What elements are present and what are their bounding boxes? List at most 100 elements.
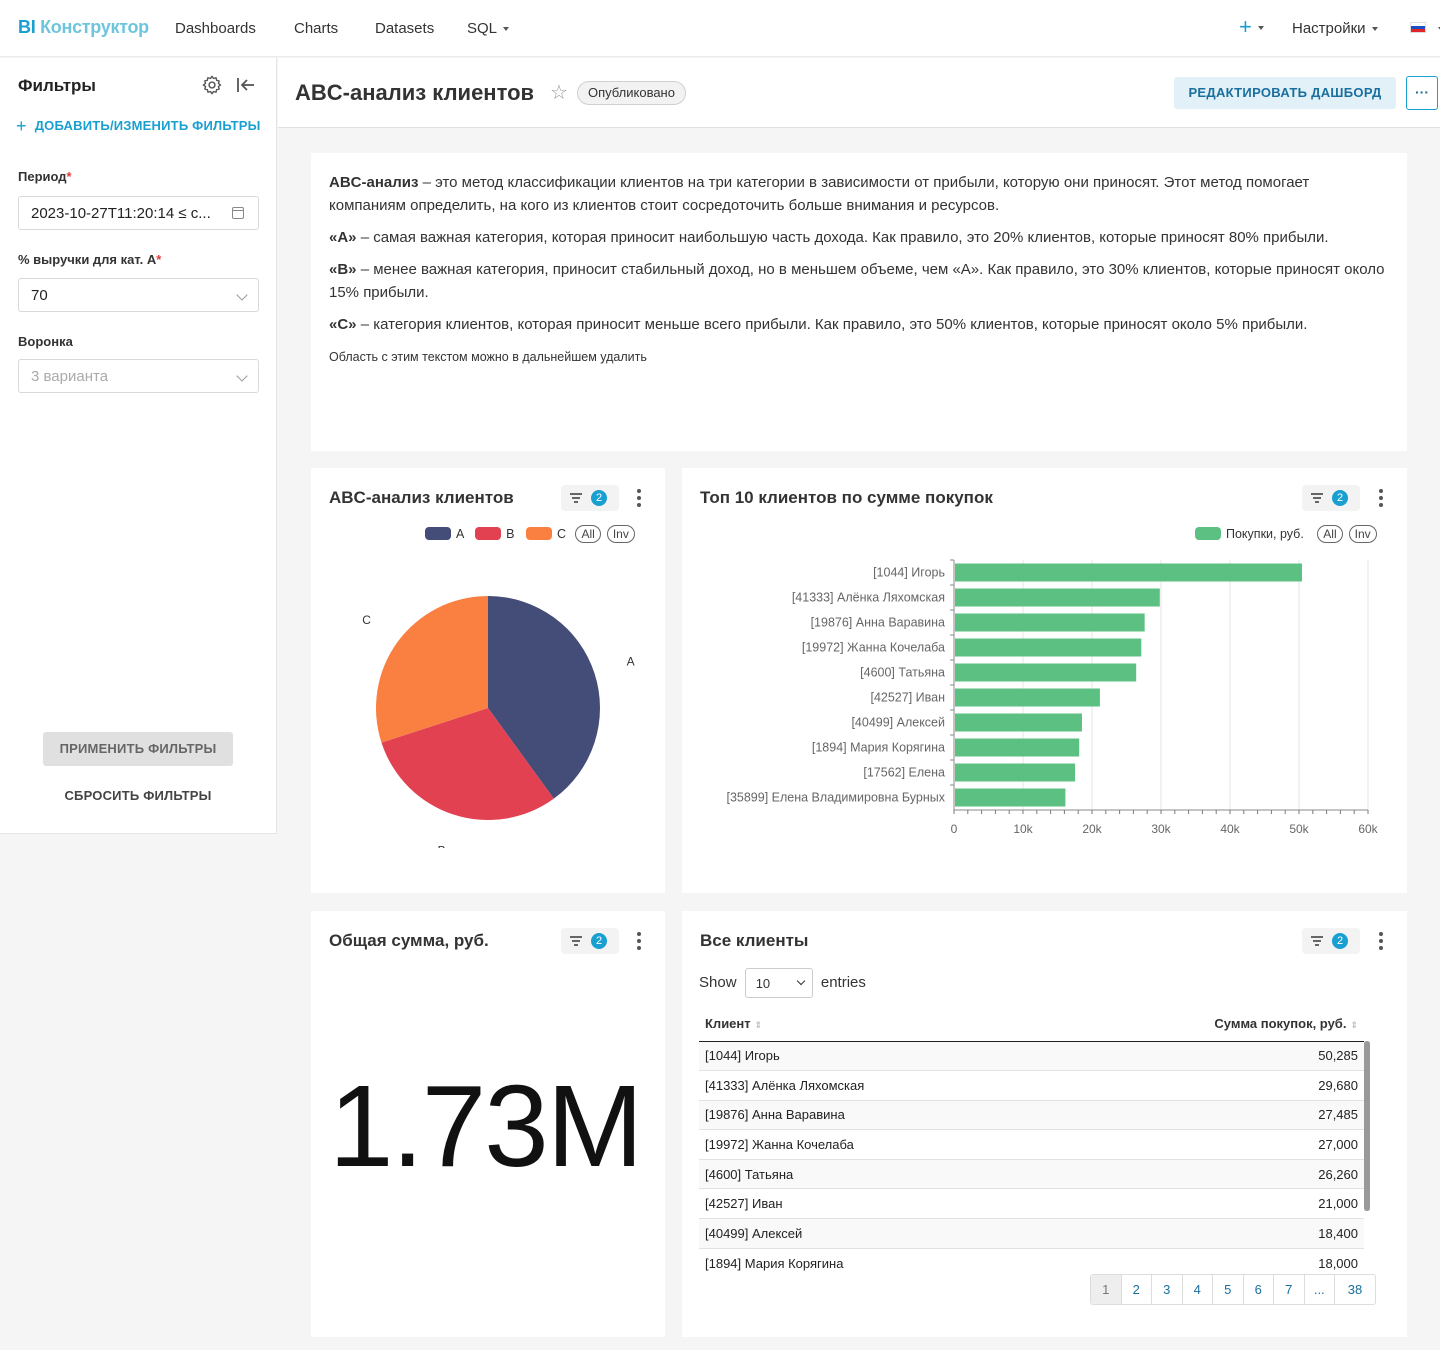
table-row: [19972] Жанна Кочелаба 27,000 [699, 1129, 1364, 1160]
x-tick-label: 60k [1358, 822, 1378, 836]
top-nav: BI Конструктор Dashboards Charts Dataset… [0, 0, 1440, 57]
legend-item-purchases[interactable]: Покупки, руб. [1195, 527, 1304, 541]
period-date-field[interactable]: 2023-10-27T11:20:14 ≤ c... [18, 196, 259, 230]
bar[interactable] [955, 713, 1082, 732]
revenue-percent-select[interactable]: 70 [18, 278, 259, 312]
pie-slice-a[interactable] [488, 596, 600, 799]
pie-slice-b[interactable] [381, 708, 554, 820]
pie-slice-c[interactable] [376, 596, 488, 743]
bar[interactable] [955, 613, 1145, 632]
y-tick-label: [1044] Игорь [873, 566, 945, 580]
legend-all-button[interactable]: All [575, 525, 601, 543]
nav-sql[interactable]: SQL [467, 20, 510, 37]
bar[interactable] [955, 563, 1302, 582]
more-vertical-icon[interactable] [1379, 489, 1383, 510]
reset-filters-button[interactable]: СБРОСИТЬ ФИЛЬТРЫ [64, 788, 212, 803]
entries-control: Show 10 entries [699, 968, 866, 998]
sort-icon: ⇕ [1350, 1019, 1358, 1030]
y-tick-label: [42527] Иван [870, 691, 945, 705]
legend-invert-button[interactable]: Inv [1348, 525, 1377, 543]
bar-chart-card: Топ 10 клиентов по сумме покупок 2 Покуп… [682, 468, 1407, 893]
funnel-select[interactable]: 3 варианта [18, 359, 259, 393]
language-flag-icon[interactable] [1410, 22, 1426, 33]
chevron-down-icon [796, 976, 805, 986]
nav-charts[interactable]: Charts [294, 20, 339, 37]
legend-item-c[interactable]: C [525, 527, 566, 541]
y-tick-label: [17562] Елена [863, 766, 945, 780]
chart-legend: Покупки, руб. All Inv [1195, 525, 1377, 543]
bar[interactable] [955, 688, 1100, 707]
pie-chart: A B C [362, 596, 635, 848]
bar[interactable] [955, 638, 1142, 657]
bar-chart: 0 10k 20k 30k 40k 50k 60k [1044] Игорь [41333] А… [726, 559, 1379, 836]
chevron-down-icon[interactable] [1438, 27, 1440, 31]
filter-label-revenue: % выручки для кат. А* [18, 252, 162, 267]
chevron-down-icon [236, 289, 248, 301]
pie-slice-label: C [362, 613, 371, 627]
description-paragraph: «C» – категория клиентов, которая принос… [329, 316, 1308, 333]
legend-item-a[interactable]: A [425, 527, 464, 541]
bar[interactable] [955, 588, 1160, 607]
y-tick-label: [19972] Жанна Кочелаба [802, 641, 945, 655]
gear-icon[interactable] [201, 74, 223, 96]
column-header-sum[interactable]: Сумма покупок, руб. ⇕ [1047, 1006, 1364, 1042]
table-card: Все клиенты 2 Show 10 entries Клиент ⇕ Су… [682, 911, 1407, 1337]
bar[interactable] [955, 663, 1137, 682]
column-header-client[interactable]: Клиент ⇕ [699, 1006, 1048, 1042]
bar[interactable] [955, 763, 1076, 782]
star-icon[interactable]: ☆ [550, 82, 568, 104]
bar[interactable] [955, 788, 1066, 807]
app-logo[interactable]: BI Конструктор [18, 17, 149, 37]
pie-slice-label: A [627, 655, 635, 669]
more-options-button[interactable]: ··· [1406, 76, 1438, 110]
chart-filter-indicator[interactable]: 2 [561, 928, 619, 954]
nav-datasets[interactable]: Datasets [375, 20, 435, 37]
legend-invert-button[interactable]: Inv [606, 525, 635, 543]
chart-filter-indicator[interactable]: 2 [1302, 485, 1360, 511]
more-vertical-icon[interactable] [1379, 932, 1383, 953]
bar[interactable] [955, 738, 1080, 757]
more-vertical-icon[interactable] [637, 932, 641, 953]
x-tick-label: 0 [951, 822, 958, 836]
chevron-down-icon [1371, 27, 1378, 32]
table-row: [4600] Татьяна 26,260 [699, 1158, 1364, 1189]
more-vertical-icon[interactable] [637, 489, 641, 510]
edit-dashboard-button[interactable]: РЕДАКТИРОВАТЬ ДАШБОРД [1174, 77, 1396, 109]
apply-filters-button[interactable]: ПРИМЕНИТЬ ФИЛЬТРЫ [43, 732, 233, 766]
nav-dashboards[interactable]: Dashboards [175, 20, 256, 37]
page-button[interactable]: 5 [1213, 1275, 1244, 1304]
add-filters-button[interactable]: + ДОБАВИТЬ/ИЗМЕНИТЬ ФИЛЬТРЫ [16, 116, 261, 136]
chart-filter-indicator[interactable]: 2 [561, 485, 619, 511]
table-row: [41333] Алёнка Ляхомская 29,680 [699, 1070, 1364, 1101]
page-button[interactable]: 38 [1347, 1282, 1363, 1297]
filter-icon [570, 493, 582, 505]
description-paragraph: «A» – самая важная категория, которая пр… [329, 229, 1329, 246]
legend-all-button[interactable]: All [1317, 525, 1343, 543]
entries-select[interactable]: 10 [744, 968, 813, 998]
filter-icon [1311, 493, 1323, 505]
filter-label-period: Период* [18, 169, 72, 184]
clients-table: Клиент ⇕ Сумма покупок, руб. ⇕ [1044] Игор… [699, 1006, 1364, 1278]
page-button[interactable]: 3 [1152, 1275, 1183, 1304]
chart-filter-indicator[interactable]: 2 [1302, 928, 1360, 954]
page-button[interactable]: 6 [1244, 1275, 1274, 1304]
collapse-sidebar-icon[interactable] [236, 76, 256, 94]
filter-count-badge: 2 [591, 933, 607, 949]
page-button[interactable]: 4 [1183, 1275, 1213, 1304]
page-button[interactable]: 1 [1091, 1275, 1122, 1304]
chevron-down-icon [503, 27, 510, 32]
kpi-value: 1.73M [329, 1061, 643, 1191]
table-row: [1894] Мария Корягина 18,000 [699, 1247, 1364, 1278]
calendar-icon [232, 207, 244, 219]
legend-item-b[interactable]: B [475, 527, 514, 541]
page-button[interactable]: 7 [1274, 1275, 1305, 1304]
page-button[interactable]: 2 [1122, 1275, 1152, 1304]
settings-menu[interactable]: Настройки [1292, 20, 1378, 37]
chart-legend: A B C All Inv [425, 525, 635, 543]
page-title: ABC-анализ клиентов [295, 80, 535, 105]
add-new-button[interactable]: + [1239, 14, 1264, 40]
page-ellipsis: ... [1305, 1275, 1335, 1304]
table-scrollbar[interactable] [1364, 1041, 1370, 1211]
pie-slice-label: B [438, 844, 446, 848]
